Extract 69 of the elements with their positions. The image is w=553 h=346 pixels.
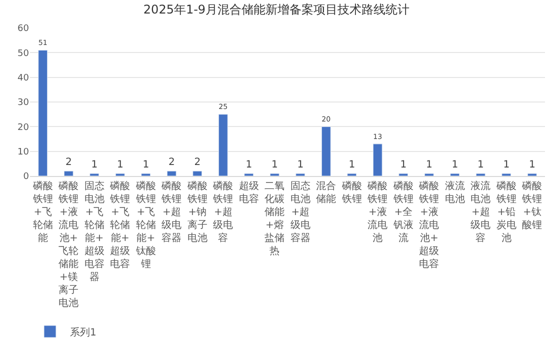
- data-label: 2: [168, 157, 175, 168]
- data-label: 1: [452, 160, 458, 171]
- data-label: 1: [142, 160, 150, 171]
- bar: [476, 173, 486, 176]
- bar: [192, 170, 202, 176]
- x-tick-label: 磷酸铁锂+飞轮储能: [32, 180, 53, 244]
- x-tick-label: 二氧化碳储能+熔盐储热: [264, 181, 285, 257]
- x-tick-label: 磷酸铁锂+超级电容器: [160, 180, 182, 244]
- bar: [424, 173, 434, 176]
- bar: [372, 144, 382, 176]
- data-label: 20: [322, 114, 332, 124]
- x-tick-label: 磷酸铁锂+飞轮储能+超级电容: [109, 180, 130, 270]
- bar: [166, 170, 176, 176]
- data-label: 13: [373, 132, 382, 141]
- legend-label: 系列1: [70, 326, 96, 338]
- bar: [244, 173, 254, 176]
- data-label: 1: [348, 160, 356, 171]
- category-label: 磷酸铁锂+液流电池+飞轮储能+镁离子电池: [58, 181, 79, 309]
- x-tick-label: 液流电池+超级电容: [470, 180, 491, 244]
- data-label: 1: [426, 160, 432, 171]
- x-tick-label: 磷酸铁锂: [340, 180, 362, 205]
- x-tick-label: 混合储能: [316, 180, 336, 205]
- bar: [527, 173, 537, 176]
- bar: [347, 173, 357, 176]
- y-tick-label: 0: [23, 172, 30, 182]
- bar: [296, 173, 306, 176]
- data-label: 2: [65, 157, 72, 168]
- bar: [321, 126, 331, 176]
- y-tick-label: 50: [18, 48, 30, 59]
- y-tick-label: 40: [18, 73, 30, 84]
- bar: [270, 173, 280, 176]
- x-tick-label: 固态电池+飞轮储能+超级电容器: [84, 180, 104, 283]
- bar: [64, 170, 74, 176]
- bar: [218, 114, 228, 176]
- y-tick-label: 10: [18, 147, 30, 158]
- data-label: 1: [503, 160, 510, 171]
- data-label: 1: [297, 160, 304, 171]
- y-tick-label: 60: [18, 24, 30, 34]
- x-tick-label: 磷酸铁锂+铅炭电池: [495, 180, 516, 244]
- data-label: 1: [246, 160, 252, 171]
- x-tick-label: 液流电池: [444, 180, 465, 205]
- x-tick-label: 磷酸铁锂+超级电容: [212, 180, 234, 244]
- bar: [450, 173, 460, 176]
- data-label: 1: [116, 160, 124, 171]
- data-label: 51: [38, 38, 48, 48]
- bar: [115, 173, 125, 176]
- x-tick-label: 磷酸铁锂+液流电池: [366, 180, 388, 244]
- data-label: 1: [528, 160, 536, 171]
- x-tick-label: 磷酸铁锂+全钒液流: [392, 180, 414, 244]
- data-label: 2: [194, 157, 201, 168]
- bar: [398, 173, 408, 176]
- x-tick-label: 超级电容: [238, 180, 259, 205]
- data-label: 1: [477, 160, 484, 171]
- data-label: 25: [218, 102, 228, 112]
- bar: [141, 173, 151, 176]
- bar: [38, 50, 48, 176]
- x-tick-label: 磷酸铁锂+钠离子电池: [186, 180, 208, 244]
- x-tick-label: 磷酸铁锂+液流电池+超级电容: [418, 180, 440, 270]
- chart-title: 2025年1-9月混合储能新增备案项目技术路线统计: [143, 2, 410, 17]
- x-tick-label: 磷酸铁锂+钛酸锂: [521, 180, 542, 231]
- data-label: 1: [91, 160, 98, 171]
- bar: [502, 173, 512, 176]
- data-label: 1: [400, 160, 407, 171]
- y-tick-label: 20: [18, 122, 30, 133]
- y-tick-label: 30: [18, 98, 30, 108]
- x-tick-label: 磷酸铁锂+飞轮储能+钛酸锂: [134, 180, 156, 270]
- data-label: 1: [271, 160, 278, 171]
- bar: [90, 173, 100, 176]
- x-tick-label: 固态电池+超级电容器: [290, 180, 310, 244]
